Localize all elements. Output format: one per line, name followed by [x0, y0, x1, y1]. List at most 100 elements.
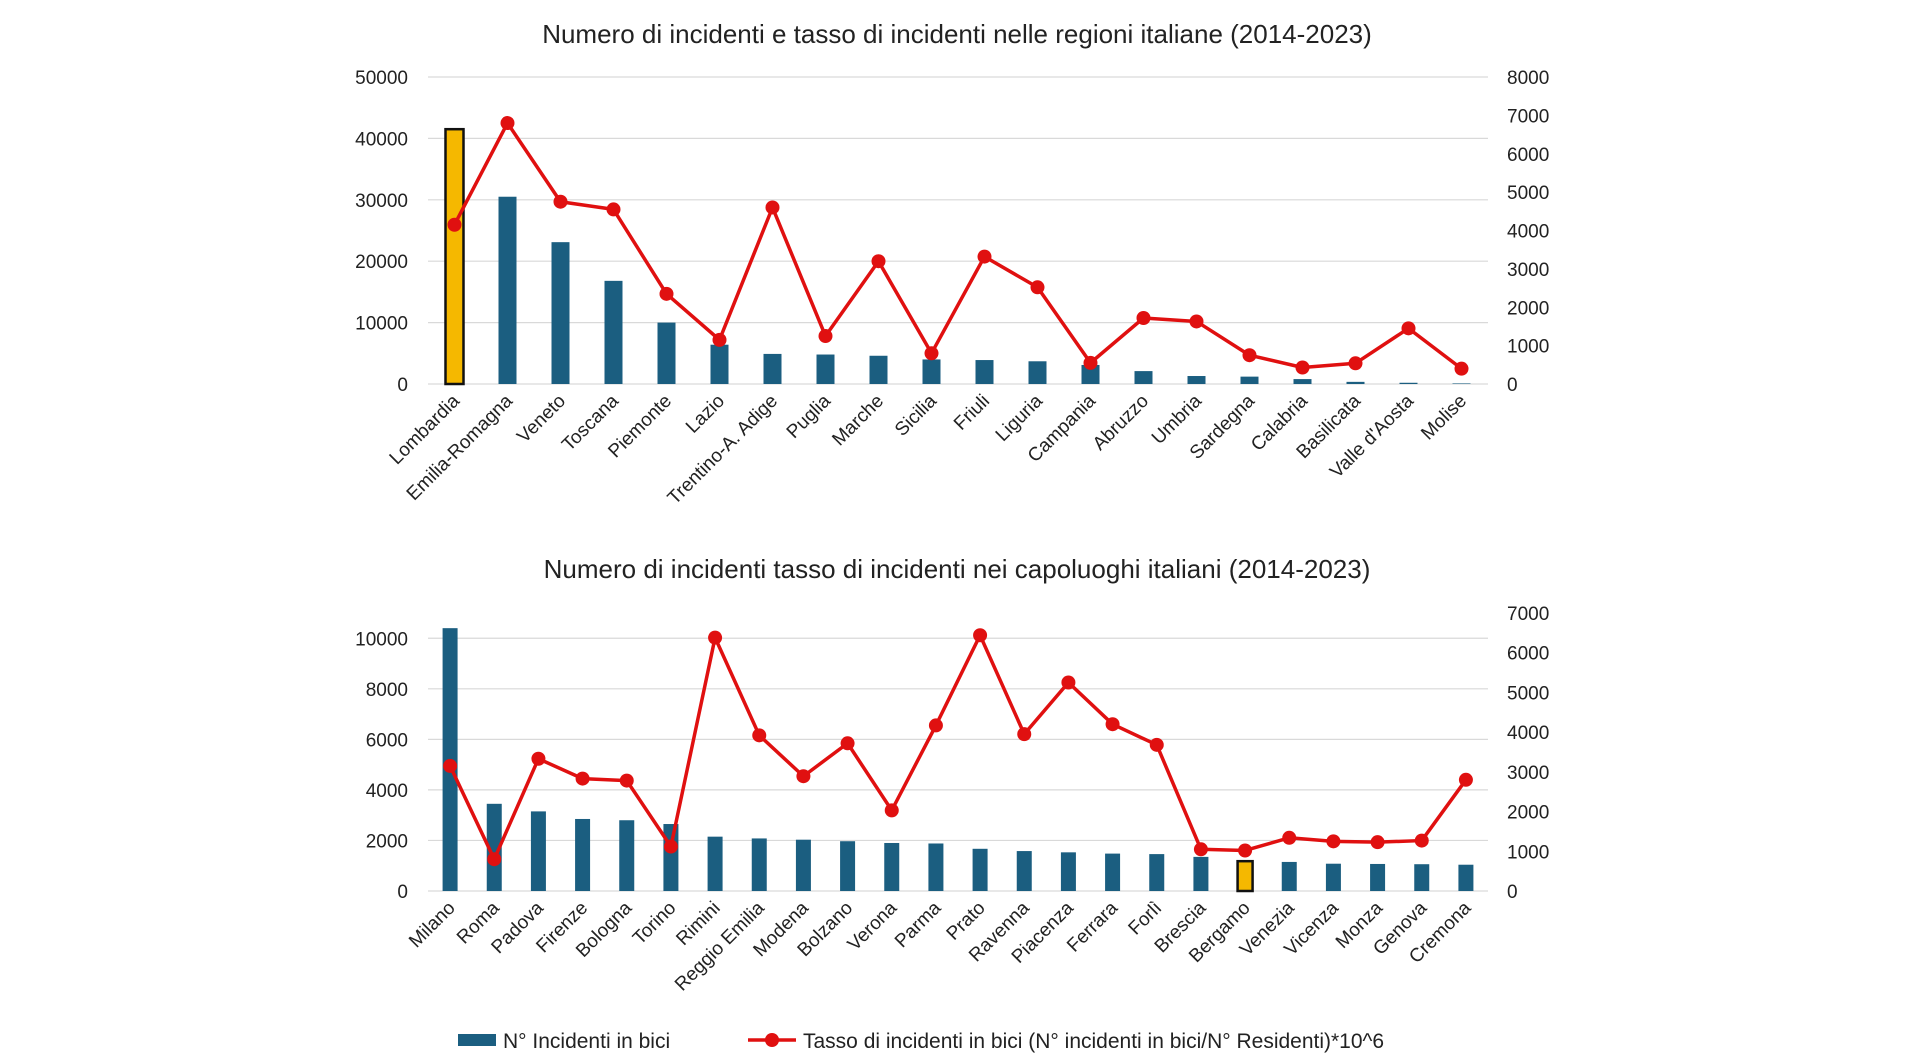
category-label: Sicilia	[891, 390, 941, 440]
rate-point	[1149, 737, 1164, 752]
bar	[840, 841, 856, 891]
bar	[1149, 854, 1165, 891]
bar	[1105, 853, 1121, 891]
right-axis-tick-label: 7000	[1507, 106, 1549, 127]
right-axis-tick-label: 3000	[1507, 260, 1549, 281]
category-label: Puglia	[783, 390, 836, 443]
rate-point	[928, 718, 943, 733]
rate-point	[1017, 727, 1032, 742]
bar	[530, 811, 546, 891]
rate-point	[1136, 310, 1151, 325]
bar	[575, 818, 591, 891]
rate-point	[553, 194, 568, 209]
category-label: Friuli	[950, 391, 994, 435]
rate-point	[977, 249, 992, 264]
left-axis-tick-label: 10000	[355, 314, 408, 335]
rate-point	[1348, 356, 1363, 371]
bar	[1016, 851, 1032, 891]
bar	[486, 803, 502, 891]
rate-point	[712, 332, 727, 347]
rate-point	[871, 254, 886, 269]
left-axis-tick-label: 4000	[366, 781, 408, 802]
rate-point	[1061, 675, 1076, 690]
right-axis-tick-label: 4000	[1507, 723, 1549, 744]
bar	[1240, 376, 1259, 384]
bar	[498, 196, 517, 384]
rate-point	[1454, 361, 1469, 376]
bar	[884, 842, 900, 891]
rate-point	[606, 202, 621, 217]
left-axis-tick-label: 0	[397, 375, 408, 396]
bar	[663, 824, 679, 891]
legend-bar-swatch	[458, 1034, 496, 1046]
legend-bar-label: N° Incidenti in bici	[503, 1030, 670, 1053]
right-axis-tick-label: 6000	[1507, 644, 1549, 665]
rate-point	[840, 736, 855, 751]
bar	[1281, 861, 1297, 891]
bar	[763, 353, 782, 384]
bar	[1187, 376, 1206, 384]
bar	[604, 280, 623, 384]
rate-line	[448, 633, 1468, 861]
bar	[1399, 382, 1418, 384]
rate-point	[1458, 772, 1473, 787]
rate-point	[500, 116, 515, 131]
left-axis-tick-label: 50000	[355, 68, 408, 89]
right-axis-tick-label: 2000	[1507, 803, 1549, 824]
rate-point	[619, 773, 634, 788]
bar	[751, 838, 767, 891]
bar	[1346, 381, 1365, 384]
bar	[1452, 383, 1471, 384]
bar	[869, 355, 888, 384]
rate-point	[1370, 835, 1385, 850]
bar	[619, 820, 635, 891]
category-label: Parma	[891, 897, 946, 952]
rate-point	[924, 346, 939, 361]
rate-point	[818, 329, 833, 344]
category-label: Ferrara	[1063, 897, 1122, 956]
rate-point	[1189, 314, 1204, 329]
rate-point	[1401, 321, 1416, 336]
chart-title: Numero di incidenti tasso di incidenti n…	[544, 554, 1371, 584]
left-axis-tick-label: 20000	[355, 252, 408, 273]
bar	[1325, 863, 1341, 891]
bar	[928, 843, 944, 891]
right-axis-tick-label: 0	[1507, 375, 1518, 396]
rate-point	[752, 728, 767, 743]
rate-point	[531, 751, 546, 766]
left-axis-tick-label: 2000	[366, 831, 408, 852]
rate-point	[663, 839, 678, 854]
bar	[1370, 863, 1386, 891]
rate-point	[1295, 360, 1310, 375]
right-axis-tick-label: 2000	[1507, 298, 1549, 319]
left-axis-tick-label: 6000	[366, 730, 408, 751]
category-label: Lazio	[682, 391, 729, 438]
bar	[1134, 371, 1153, 384]
rate-point	[796, 769, 811, 784]
rate-point	[973, 628, 988, 643]
rate-point	[487, 852, 502, 867]
rate-point	[1105, 717, 1120, 732]
category-label: Marche	[828, 391, 888, 451]
rate-line	[452, 121, 1463, 371]
bar	[975, 360, 994, 384]
left-axis-tick-label: 30000	[355, 191, 408, 212]
right-axis-tick-label: 5000	[1507, 683, 1549, 704]
bar	[972, 848, 988, 891]
category-label: Abruzzo	[1089, 391, 1153, 455]
right-axis-tick-label: 6000	[1507, 145, 1549, 166]
bar	[1458, 864, 1474, 891]
left-axis-tick-label: 40000	[355, 129, 408, 150]
regions-chart: Numero di incidenti e tasso di incidenti…	[355, 19, 1549, 509]
left-axis-tick-label: 8000	[366, 680, 408, 701]
right-axis-tick-label: 3000	[1507, 763, 1549, 784]
category-label: Molise	[1417, 391, 1471, 445]
rate-point	[708, 630, 723, 645]
rate-point	[1414, 833, 1429, 848]
rate-point	[659, 286, 674, 301]
bar	[657, 322, 676, 384]
right-axis-tick-label: 4000	[1507, 222, 1549, 243]
rate-point	[575, 771, 590, 786]
right-axis-tick-label: 0	[1507, 882, 1518, 903]
bar	[551, 242, 570, 384]
